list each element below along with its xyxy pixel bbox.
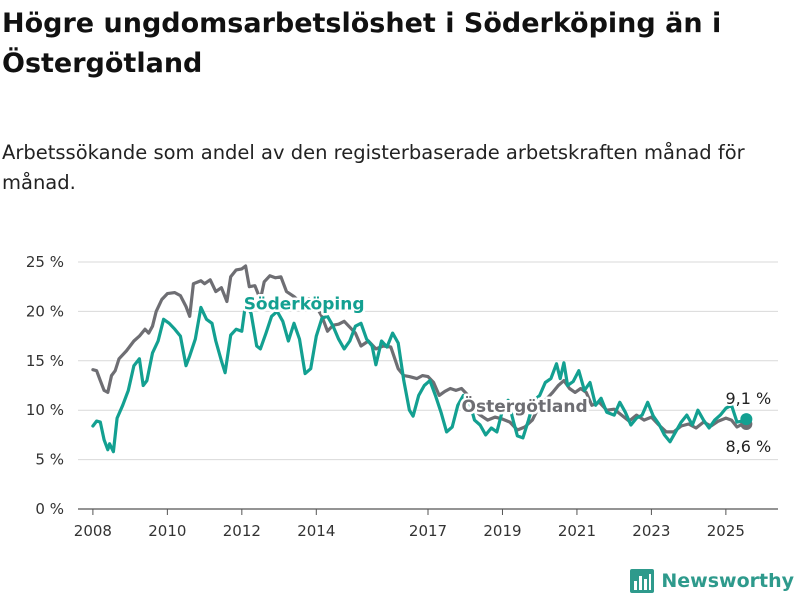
x-tick-label: 2012 <box>223 522 261 540</box>
brand: Newsworthy <box>629 568 794 594</box>
y-tick-label: 5 % <box>35 451 64 469</box>
end-point-marker <box>740 413 753 426</box>
chart-series <box>91 264 753 454</box>
y-tick-label: 20 % <box>26 302 64 320</box>
x-tick-label: 2025 <box>707 522 745 540</box>
end-value-label: 9,1 % <box>725 389 771 408</box>
y-tick-label: 10 % <box>26 401 64 419</box>
series-line-soderkoping <box>91 301 748 454</box>
y-tick-label: 0 % <box>35 500 64 518</box>
x-tick-label: 2008 <box>74 522 112 540</box>
chart-subtitle: Arbetssökande som andel av den registerb… <box>2 141 745 194</box>
series-line-ostergotland <box>91 264 748 434</box>
x-tick-label: 2017 <box>409 522 447 540</box>
x-tick-label: 2010 <box>148 522 186 540</box>
x-tick-label: 2023 <box>632 522 670 540</box>
y-axis-ticks: 0 % 5 % 10 % 15 % 20 % 25 % <box>26 253 64 518</box>
y-tick-label: 15 % <box>26 352 64 370</box>
end-value-label: 8,6 % <box>725 437 771 456</box>
x-tick-label: 2021 <box>558 522 596 540</box>
x-tick-label: 2019 <box>483 522 521 540</box>
x-tick-label: 2014 <box>297 522 335 540</box>
y-tick-label: 25 % <box>26 253 64 271</box>
page-title: Högre ungdomsarbetslöshet i Söderköping … <box>2 8 722 79</box>
series-labels: Söderköping Östergötland 8,6 % 9,1 % <box>241 292 773 458</box>
series-name-label: Söderköping <box>244 294 365 314</box>
series-name-label: Östergötland <box>462 395 588 417</box>
brand-name: Newsworthy <box>661 570 794 592</box>
x-axis-ticks: 2008 2010 2012 2014 2017 2019 2021 2023 2025 <box>74 509 745 540</box>
bar-chart-logo-icon <box>630 569 655 593</box>
